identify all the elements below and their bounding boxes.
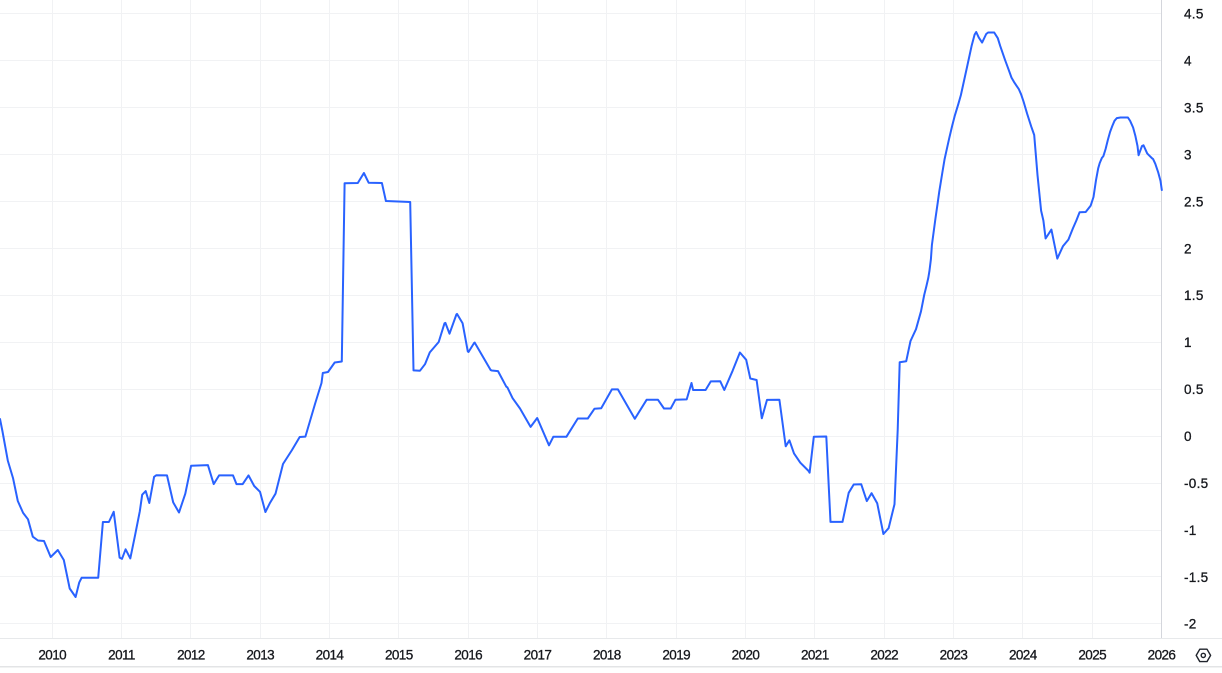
- svg-text:2013: 2013: [246, 647, 274, 662]
- svg-text:2014: 2014: [316, 647, 345, 662]
- svg-text:4.5: 4.5: [1184, 7, 1204, 22]
- svg-text:1.5: 1.5: [1184, 288, 1204, 303]
- svg-text:2017: 2017: [524, 647, 552, 662]
- svg-text:2026: 2026: [1148, 647, 1176, 662]
- svg-text:2020: 2020: [732, 647, 760, 662]
- svg-text:2015: 2015: [385, 647, 413, 662]
- svg-text:2.5: 2.5: [1184, 194, 1204, 209]
- svg-text:2018: 2018: [593, 647, 621, 662]
- svg-text:2024: 2024: [1009, 647, 1038, 662]
- svg-text:2012: 2012: [177, 647, 205, 662]
- svg-text:-0.5: -0.5: [1184, 476, 1208, 491]
- svg-text:1: 1: [1184, 335, 1192, 350]
- svg-text:0.5: 0.5: [1184, 382, 1204, 397]
- svg-text:2019: 2019: [662, 647, 690, 662]
- svg-text:-1.5: -1.5: [1184, 570, 1208, 585]
- svg-text:2010: 2010: [38, 647, 66, 662]
- svg-text:2025: 2025: [1078, 647, 1106, 662]
- svg-text:2022: 2022: [870, 647, 898, 662]
- svg-text:-2: -2: [1184, 617, 1197, 632]
- svg-text:2023: 2023: [940, 647, 968, 662]
- svg-text:0: 0: [1184, 429, 1192, 444]
- svg-text:3: 3: [1184, 148, 1192, 163]
- svg-text:2016: 2016: [454, 647, 482, 662]
- svg-text:3.5: 3.5: [1184, 101, 1204, 116]
- svg-text:2011: 2011: [108, 647, 135, 662]
- svg-text:-1: -1: [1184, 523, 1197, 538]
- svg-text:2: 2: [1184, 241, 1192, 256]
- svg-text:4: 4: [1184, 54, 1192, 69]
- svg-text:2021: 2021: [801, 647, 829, 662]
